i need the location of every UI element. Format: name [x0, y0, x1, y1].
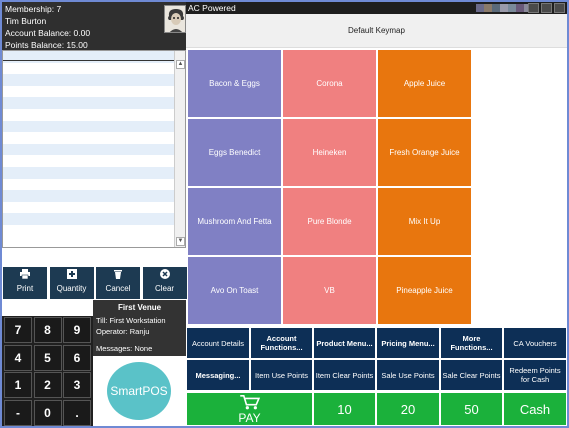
operator-label: Operator: Ranju [96, 327, 150, 336]
numpad-key[interactable]: . [63, 399, 91, 426]
function-button[interactable]: Redeem Points for Cash [503, 359, 567, 391]
numpad-key[interactable]: 9 [63, 317, 91, 343]
product-button[interactable]: Corona [283, 50, 376, 117]
function-button[interactable]: Sale Use Points [376, 359, 440, 391]
close-circle-icon [159, 269, 170, 279]
printer-icon [20, 269, 30, 280]
product-button[interactable]: Mushroom And Fetta [188, 188, 281, 255]
product-button[interactable]: Eggs Benedict [188, 119, 281, 186]
numpad-key[interactable]: 1 [4, 372, 32, 398]
venue-info: First Venue Till: First Workstation Oper… [93, 300, 186, 356]
product-button[interactable]: Fresh Orange Juice [378, 119, 471, 186]
minimize-button[interactable] [528, 3, 539, 13]
quantity-button[interactable]: Quantity [48, 266, 95, 300]
messages-label: Messages: None [96, 344, 153, 353]
list-item[interactable] [3, 143, 185, 156]
list-item[interactable] [3, 51, 185, 63]
maximize-button[interactable] [541, 3, 552, 13]
clear-button[interactable]: Clear [141, 266, 188, 300]
list-item[interactable] [3, 213, 185, 225]
customer-name: Tim Burton [5, 16, 47, 26]
function-button[interactable]: CA Vouchers [503, 327, 567, 359]
cart-icon [239, 394, 261, 412]
list-item[interactable] [3, 97, 185, 109]
cash-button[interactable]: Cash [503, 392, 567, 426]
function-button[interactable]: Pricing Menu... [376, 327, 440, 359]
pixel-pattern-icon [476, 4, 532, 12]
avatar [164, 5, 186, 33]
product-button[interactable]: Avo On Toast [188, 257, 281, 324]
venue-name: First Venue [117, 303, 162, 312]
plus-icon [66, 269, 77, 279]
app-title: AC Powered [188, 3, 236, 13]
numpad-key[interactable]: 6 [63, 344, 91, 371]
numpad-key[interactable]: 0 [33, 399, 62, 426]
list-item[interactable] [3, 179, 185, 191]
cash-amount-button[interactable]: 50 [440, 392, 503, 426]
cancel-button[interactable]: Cancel [95, 266, 141, 300]
pay-button[interactable]: PAY [186, 392, 313, 426]
points-balance: Points Balance: 15.00 [5, 40, 88, 50]
product-button[interactable]: Apple Juice [378, 50, 471, 117]
function-button[interactable]: Account Details [186, 327, 250, 359]
membership-label: Membership: 7 [5, 4, 62, 14]
list-item[interactable] [3, 190, 185, 202]
function-button[interactable]: More Functions... [440, 327, 503, 359]
product-button[interactable]: Bacon & Eggs [188, 50, 281, 117]
list-item[interactable] [3, 202, 185, 214]
list-header-divider [3, 60, 174, 61]
cash-amount-button[interactable]: 20 [376, 392, 440, 426]
product-button[interactable]: Heineken [283, 119, 376, 186]
function-button[interactable]: Messaging... [186, 359, 250, 391]
trash-icon [113, 269, 123, 279]
list-item[interactable] [3, 225, 185, 237]
button-label: Print [16, 284, 34, 293]
function-button[interactable]: Account Functions... [250, 327, 313, 359]
print-button[interactable]: Print [2, 266, 48, 300]
numpad-key[interactable]: 5 [33, 344, 62, 371]
list-item[interactable] [3, 63, 185, 75]
function-button[interactable]: Sale Clear Points [440, 359, 503, 391]
list-item[interactable] [3, 132, 185, 144]
numpad-key[interactable]: 4 [4, 344, 32, 371]
button-label: Clear [154, 284, 175, 293]
button-label: Quantity [56, 284, 87, 293]
pay-label: PAY [238, 410, 261, 425]
numpad-key[interactable]: - [4, 399, 32, 426]
numpad-key[interactable]: 8 [33, 317, 62, 343]
numpad-key[interactable]: 7 [4, 317, 32, 343]
list-item[interactable] [3, 86, 185, 98]
button-label: Cancel [105, 284, 131, 293]
scroll-down-icon[interactable]: ▼ [176, 237, 185, 246]
function-button[interactable]: Item Clear Points [313, 359, 376, 391]
till-label: Till: First Workstation [96, 316, 166, 325]
numpad-key[interactable]: 3 [63, 372, 91, 398]
function-button[interactable]: Product Menu... [313, 327, 376, 359]
product-button[interactable]: Mix It Up [378, 188, 471, 255]
list-item[interactable] [3, 166, 185, 179]
list-scrollbar[interactable]: ▲ ▼ [174, 51, 185, 247]
account-balance: Account Balance: 0.00 [5, 28, 91, 38]
list-item[interactable] [3, 74, 185, 86]
transaction-list[interactable]: ▲ ▼ [2, 50, 186, 248]
smartpos-logo: SmartPOS [107, 362, 171, 420]
product-button[interactable]: Pure Blonde [283, 188, 376, 255]
customer-panel[interactable]: Membership: 7 Tim Burton Account Balance… [2, 2, 186, 50]
numpad-key[interactable]: 2 [33, 372, 62, 398]
close-button[interactable] [554, 3, 565, 13]
title-bar: AC Powered [186, 2, 567, 14]
product-button[interactable]: VB [283, 257, 376, 324]
list-item[interactable] [3, 120, 185, 133]
function-button[interactable]: Item Use Points [250, 359, 313, 391]
product-button[interactable]: Pineapple Juice [378, 257, 471, 324]
list-item[interactable] [3, 155, 185, 167]
logo-area: SmartPOS [93, 356, 186, 426]
keymap-title: Default Keymap [186, 14, 567, 48]
scroll-up-icon[interactable]: ▲ [176, 60, 185, 69]
cash-amount-button[interactable]: 10 [313, 392, 376, 426]
list-item[interactable] [3, 109, 185, 121]
